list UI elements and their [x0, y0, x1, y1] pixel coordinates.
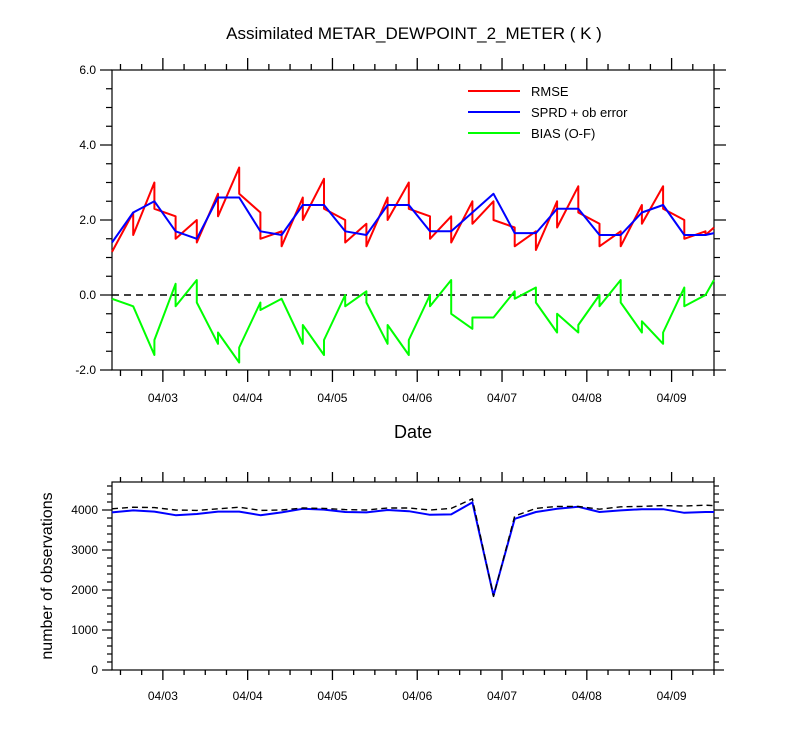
y-tick-label-1-0: 0: [91, 663, 98, 677]
x-tick-label-1-1: 04/04: [233, 689, 263, 703]
y-tick-label-0-0: -2.0: [75, 363, 96, 377]
legend-entry-rmse: RMSE: [468, 84, 569, 99]
y-tick-label-1-4: 4000: [71, 503, 98, 517]
series-line-rmse: [111, 166, 715, 253]
series-line-possible: [111, 498, 715, 598]
legend-label-sprd: SPRD + ob error: [531, 105, 628, 120]
x-tick-label-1-5: 04/08: [572, 689, 602, 703]
x-tick-label-1-2: 04/05: [317, 689, 347, 703]
top-x-tick-labels: 04/03 04/04 04/05 04/06 04/07 04/08 04/09: [148, 391, 687, 405]
x-tick-label-0-1: 04/04: [233, 391, 263, 405]
bottom-y-tick-labels: 0 1000 2000 3000 4000: [71, 503, 98, 677]
legend-label-bias: BIAS (O-F): [531, 126, 595, 141]
top-y-tick-labels: -2.0 0.0 2.0 4.0 6.0: [75, 63, 96, 377]
bottom-tick-marks: [102, 472, 724, 680]
series-line-assimilated: [111, 501, 714, 597]
y-tick-label-1-3: 3000: [71, 543, 98, 557]
y-tick-label-0-3: 4.0: [79, 138, 96, 152]
y-tick-label-0-1: 0.0: [79, 288, 96, 302]
x-tick-label-1-6: 04/09: [657, 689, 687, 703]
x-tick-label-1-0: 04/03: [148, 689, 178, 703]
x-axis-title: Date: [394, 422, 432, 442]
x-tick-label-0-2: 04/05: [317, 391, 347, 405]
x-tick-label-0-5: 04/08: [572, 391, 602, 405]
x-tick-label-1-3: 04/06: [402, 689, 432, 703]
legend-label-rmse: RMSE: [531, 84, 569, 99]
legend: RMSE SPRD + ob error BIAS (O-F): [468, 84, 628, 141]
top-series-lines: [111, 166, 715, 364]
series-line-bias-o-f: [111, 279, 715, 364]
bottom-x-tick-labels: 04/03 04/04 04/05 04/06 04/07 04/08 04/09: [148, 689, 687, 703]
top-tick-marks: [100, 58, 726, 382]
series-line-sprd-ob-error: [111, 192, 715, 244]
y-axis-title-observations: number of observations: [39, 492, 56, 659]
x-tick-label-0-3: 04/06: [402, 391, 432, 405]
y-tick-label-0-2: 2.0: [79, 213, 96, 227]
bottom-series-lines: [111, 498, 715, 598]
x-tick-label-1-4: 04/07: [487, 689, 517, 703]
legend-entry-bias: BIAS (O-F): [468, 126, 595, 141]
y-tick-label-1-2: 2000: [71, 583, 98, 597]
bottom-plot-frame: [111, 481, 715, 671]
top-plot-area: -2.00.02.04.06.0 04/03 04/04 04/05 04/06 04/…: [75, 58, 726, 405]
x-tick-label-0-4: 04/07: [487, 391, 517, 405]
x-tick-label-0-6: 04/09: [657, 391, 687, 405]
y-tick-label-0-4: 6.0: [79, 63, 96, 77]
legend-entry-sprd: SPRD + ob error: [468, 105, 628, 120]
chart-title: Assimilated METAR_DEWPOINT_2_METER ( K ): [226, 24, 602, 43]
x-tick-label-0-0: 04/03: [148, 391, 178, 405]
y-tick-label-1-1: 1000: [71, 623, 98, 637]
